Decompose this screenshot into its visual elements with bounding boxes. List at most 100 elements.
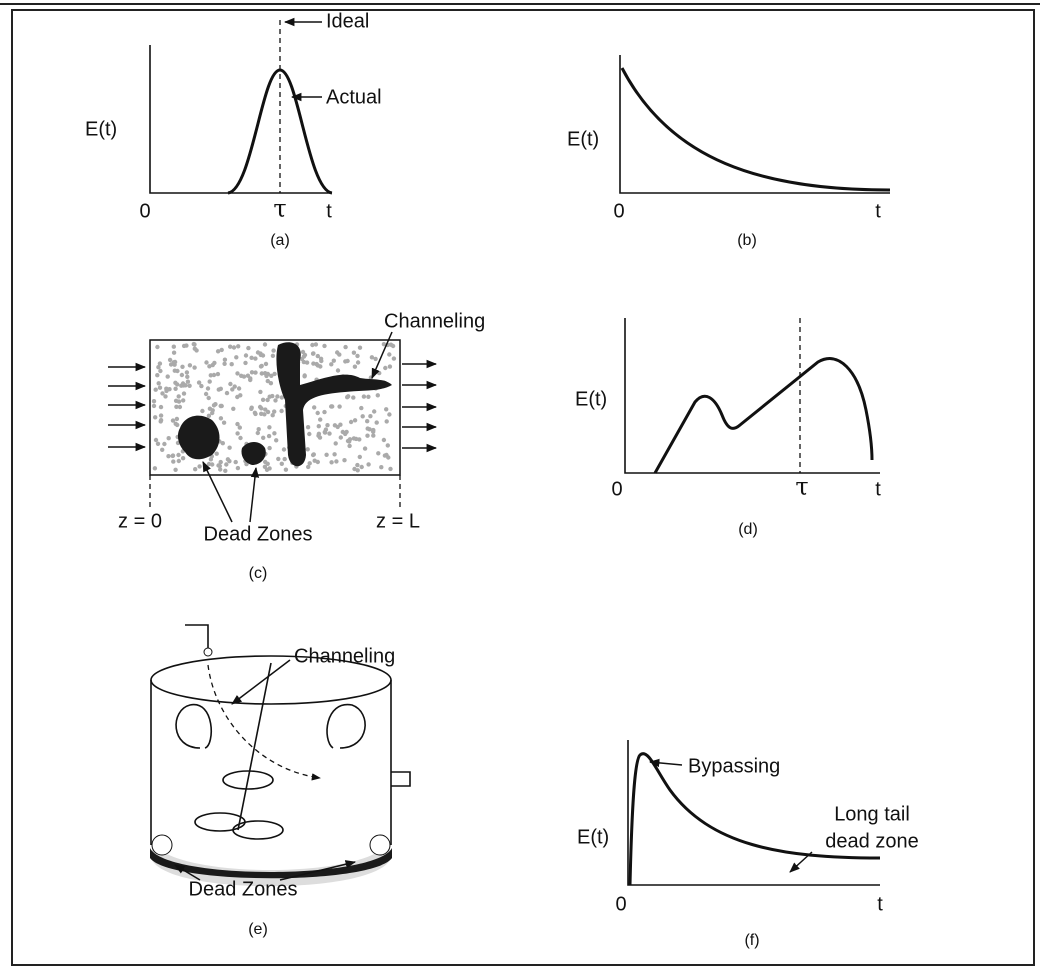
particle <box>171 454 175 458</box>
y-label: E(t) <box>85 118 117 140</box>
axes <box>620 55 890 193</box>
particle <box>339 435 343 439</box>
origin: 0 <box>139 200 150 222</box>
particle <box>371 430 375 434</box>
particle <box>366 462 370 466</box>
particle <box>164 387 168 391</box>
particle <box>368 414 372 418</box>
curve <box>622 68 890 190</box>
particle <box>354 437 358 441</box>
particle <box>302 374 306 378</box>
particle <box>261 436 265 440</box>
particle <box>376 451 380 455</box>
particle <box>234 460 238 464</box>
particle <box>392 356 396 360</box>
tau: τ <box>795 473 808 501</box>
impeller <box>195 813 245 831</box>
eddy <box>370 835 390 855</box>
particle <box>219 404 223 408</box>
particle <box>174 422 178 426</box>
particle <box>174 405 178 409</box>
particle <box>345 359 349 363</box>
particle <box>266 410 270 414</box>
particle <box>243 361 247 365</box>
particle <box>361 414 365 418</box>
particle <box>185 375 189 379</box>
particle <box>332 359 336 363</box>
particle <box>212 361 216 365</box>
particle <box>355 463 359 467</box>
particle <box>267 425 271 429</box>
particle <box>375 420 379 424</box>
particle <box>160 391 164 395</box>
particle <box>280 462 284 466</box>
particle <box>272 409 276 413</box>
particle <box>228 382 232 386</box>
origin: 0 <box>613 200 624 222</box>
particle <box>168 358 172 362</box>
particle <box>154 438 158 442</box>
caption: (f) <box>744 932 759 949</box>
particle <box>238 436 242 440</box>
particle <box>250 406 254 410</box>
particle <box>200 409 204 413</box>
particle <box>353 365 357 369</box>
tau: τ <box>273 195 286 223</box>
particle <box>219 387 223 391</box>
particle <box>352 467 356 471</box>
particle <box>325 423 329 427</box>
particle <box>318 417 322 421</box>
particle <box>308 461 312 465</box>
particle <box>387 412 391 416</box>
particle <box>234 355 238 359</box>
impeller <box>233 821 283 839</box>
axes <box>150 45 330 193</box>
particle <box>263 371 267 375</box>
particle <box>362 394 366 398</box>
x-label: t <box>877 893 883 915</box>
particle <box>222 421 226 425</box>
particle <box>272 431 276 435</box>
annotation: Dead Zones <box>204 523 313 545</box>
y-label: E(t) <box>567 128 599 150</box>
particle <box>246 346 250 350</box>
annotation: Bypassing <box>688 755 780 777</box>
particle <box>316 460 320 464</box>
particle <box>175 382 179 386</box>
particle <box>343 345 347 349</box>
particle <box>169 362 173 366</box>
particle <box>311 351 315 355</box>
particle <box>358 346 362 350</box>
particle <box>209 373 213 377</box>
particle <box>253 356 257 360</box>
particle <box>156 442 160 446</box>
particle <box>188 363 192 367</box>
particle <box>253 411 257 415</box>
particle <box>356 360 360 364</box>
particle <box>166 374 170 378</box>
panel-b: E(t) 0 t (b) <box>567 55 890 249</box>
particle <box>208 379 212 383</box>
particle <box>372 409 376 413</box>
particle <box>271 348 275 352</box>
particle <box>158 386 162 390</box>
particle <box>207 396 211 400</box>
particle <box>263 460 267 464</box>
arrow <box>250 468 256 522</box>
annotation: z = 0 <box>118 510 162 532</box>
particle <box>244 353 248 357</box>
particle <box>153 466 157 470</box>
particle <box>355 354 359 358</box>
particle <box>385 419 389 423</box>
annotation: z = L <box>376 510 420 532</box>
particle <box>154 388 158 392</box>
annotation: Dead Zones <box>189 878 298 900</box>
particle <box>152 399 156 403</box>
curve <box>655 359 872 473</box>
particle <box>377 371 381 375</box>
particle <box>220 348 224 352</box>
particle <box>366 426 370 430</box>
particle <box>266 379 270 383</box>
particle <box>261 398 265 402</box>
particle <box>175 417 179 421</box>
